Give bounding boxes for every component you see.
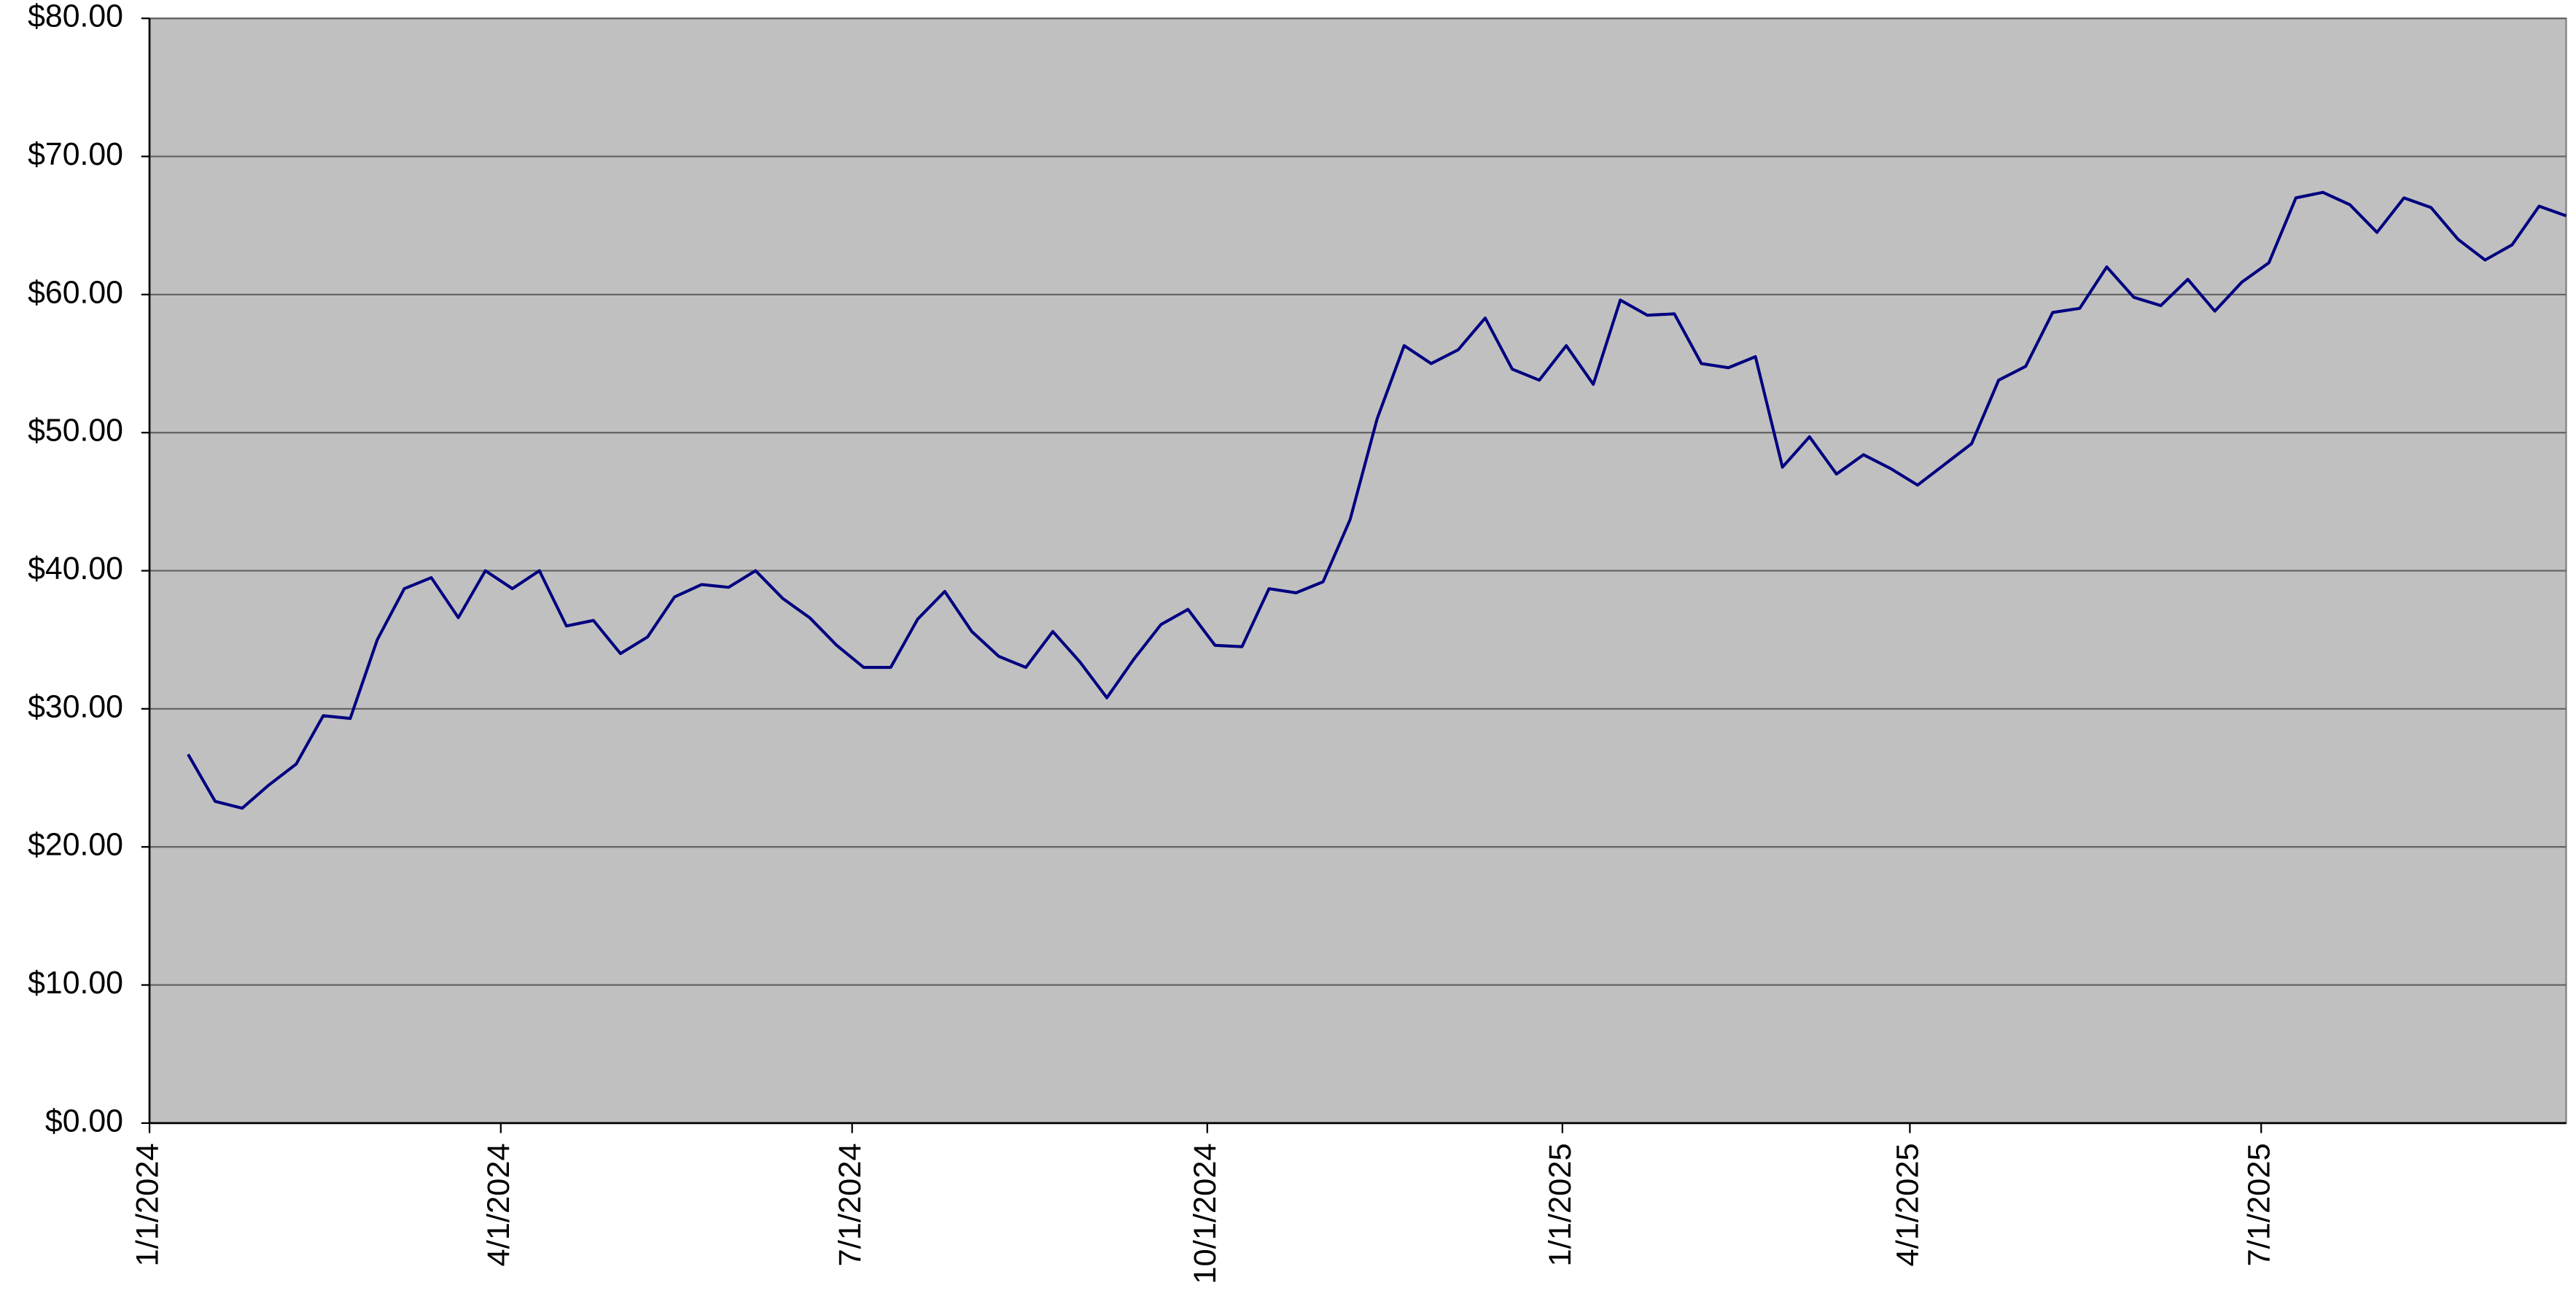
x-tick-label: 7/1/2025 xyxy=(2242,1143,2277,1266)
y-tick-label: $60.00 xyxy=(28,275,123,310)
x-tick-label: 7/1/2024 xyxy=(833,1143,868,1266)
x-tick-label: 1/1/2024 xyxy=(131,1143,166,1266)
x-tick-label: 1/1/2025 xyxy=(1543,1143,1578,1266)
y-tick-label: $80.00 xyxy=(28,0,123,34)
y-tick-label: $70.00 xyxy=(28,137,123,172)
x-tick-label: 4/1/2025 xyxy=(1891,1143,1926,1266)
y-tick-label: $50.00 xyxy=(28,413,123,448)
x-tick-label: 10/1/2024 xyxy=(1188,1143,1223,1284)
y-tick-label: $0.00 xyxy=(45,1103,123,1138)
price-line xyxy=(187,190,2567,810)
y-tick-label: $40.00 xyxy=(28,551,123,586)
y-tick-label: $30.00 xyxy=(28,689,123,724)
y-tick-label: $20.00 xyxy=(28,827,123,862)
y-tick-label: $10.00 xyxy=(28,966,123,1001)
x-tick-label: 4/1/2024 xyxy=(481,1143,516,1266)
